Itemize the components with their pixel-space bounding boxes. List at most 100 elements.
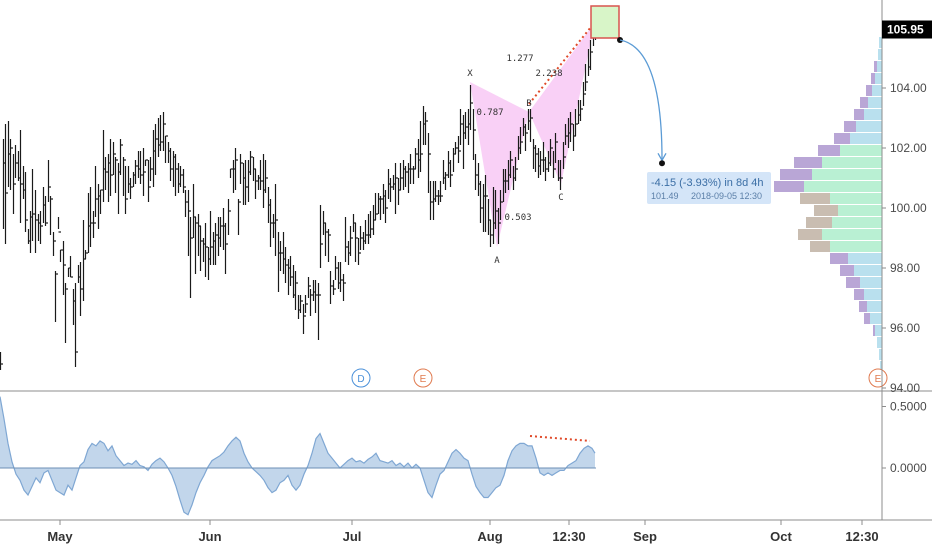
oscillator-pane [0, 396, 596, 516]
ohlc-bar [327, 229, 331, 262]
ohlc-bar [57, 217, 61, 233]
ohlc-bar [457, 136, 461, 163]
volume-profile-row-sell [864, 313, 870, 324]
volume-profile-row-sell [854, 109, 864, 120]
volume-profile-row [864, 289, 882, 300]
pattern-point-label: B [526, 99, 531, 109]
ohlc-bar [144, 159, 148, 166]
ohlc-bar [549, 139, 553, 166]
svg-text:105.95: 105.95 [887, 23, 924, 37]
event-marker[interactable]: D [351, 368, 371, 388]
fib-ratio-label: 2.238 [535, 69, 562, 79]
ohlc-bar [182, 169, 186, 193]
ohlc-bar [342, 274, 346, 301]
volume-profile-row [830, 241, 882, 252]
ohlc-bar [274, 184, 278, 256]
ohlc-bar [332, 280, 336, 295]
volume-profile-row-sell [798, 229, 822, 240]
ohlc-bar [54, 271, 58, 322]
svg-text:E: E [420, 374, 427, 385]
ohlc-bar [494, 190, 498, 229]
volume-profile-row [868, 97, 882, 108]
ohlc-bar [479, 181, 483, 223]
ohlc-bar [142, 148, 146, 196]
ohlc-bar [0, 352, 3, 370]
volume-profile-row-sell [873, 325, 875, 336]
ohlc-bar [84, 250, 88, 259]
x-tick-label: Sep [633, 529, 657, 544]
y-tick-label: 104.00 [890, 81, 927, 95]
ohlc-bar [179, 166, 183, 187]
ohlc-bar [529, 109, 533, 142]
volume-profile-row-sell [806, 217, 832, 228]
ohlc-bar [364, 220, 368, 244]
ohlc-bar [174, 154, 178, 196]
osc-y-tick-label: 0.5000 [890, 400, 927, 414]
y-tick-label: 98.00 [890, 261, 920, 275]
volume-profile-row [867, 301, 882, 312]
ohlc-bar [384, 190, 388, 223]
projection-time-label: 2018-09-05 12:30 [691, 191, 762, 201]
projection-end-dot[interactable] [659, 160, 665, 167]
volume-profile-row [875, 73, 882, 84]
ohlc-bar [219, 217, 223, 247]
ohlc-bar [309, 289, 313, 316]
volume-profile-row-sell [810, 241, 830, 252]
ohlc-bar [429, 181, 433, 220]
ohlc-bar [209, 211, 213, 265]
ohlc-bar [164, 135, 168, 163]
volume-profile-row-sell [780, 169, 812, 180]
ohlc-bar [269, 199, 273, 247]
ohlc-bar [474, 154, 478, 190]
ohlc-bar [582, 82, 586, 106]
target-zone-box[interactable] [590, 5, 620, 39]
ohlc-bar [369, 211, 373, 238]
pattern-point-label: A [494, 256, 500, 266]
ohlc-bar [24, 172, 28, 232]
ohlc-bar [424, 112, 428, 145]
ohlc-bar [154, 124, 158, 175]
event-marker[interactable]: E [868, 368, 888, 388]
ohlc-bar [499, 190, 503, 220]
harmonic-xab-triangle [470, 82, 529, 247]
osc-y-tick-label: 0.0000 [890, 461, 927, 475]
volume-profile-row-sell [854, 289, 864, 300]
ohlc-bar [49, 196, 53, 235]
last-price-badge: 105.95 [882, 20, 932, 39]
ohlc-bar [394, 163, 398, 214]
ohlc-bar [199, 226, 203, 271]
volume-profile [774, 37, 882, 372]
event-marker[interactable]: E [413, 368, 433, 388]
ohlc-bar [214, 223, 218, 265]
ohlc-bar [119, 139, 123, 175]
ohlc-bar [39, 211, 43, 244]
x-tick-label: Oct [770, 529, 792, 544]
volume-profile-row [804, 181, 882, 192]
ohlc-bar [289, 256, 293, 286]
ohlc-bar [504, 169, 508, 193]
ohlc-bar [254, 169, 258, 199]
ohlc-bar [304, 295, 308, 313]
volume-profile-row-sell [859, 301, 867, 312]
ohlc-bar [357, 238, 361, 265]
ohlc-bar [509, 151, 513, 178]
ohlc-bar [317, 283, 321, 340]
x-tick-label: 12:30 [845, 529, 878, 544]
ohlc-bar [359, 226, 363, 250]
volume-profile-row-sell [834, 133, 850, 144]
ohlc-bar [194, 217, 198, 274]
volume-profile-row-sell [860, 97, 868, 108]
ohlc-bar [12, 154, 16, 214]
fib-ratio-label: 0.503 [504, 213, 531, 223]
ohlc-bar [434, 181, 438, 202]
ohlc-bar [62, 241, 66, 295]
oscillator-line [0, 396, 596, 516]
ohlc-bar [112, 142, 116, 175]
projection-curve [619, 39, 663, 160]
ohlc-bar [82, 220, 86, 301]
pattern-point-label: C [558, 193, 563, 203]
fib-ratio-label: 1.277 [506, 54, 533, 64]
volume-profile-row [872, 85, 882, 96]
